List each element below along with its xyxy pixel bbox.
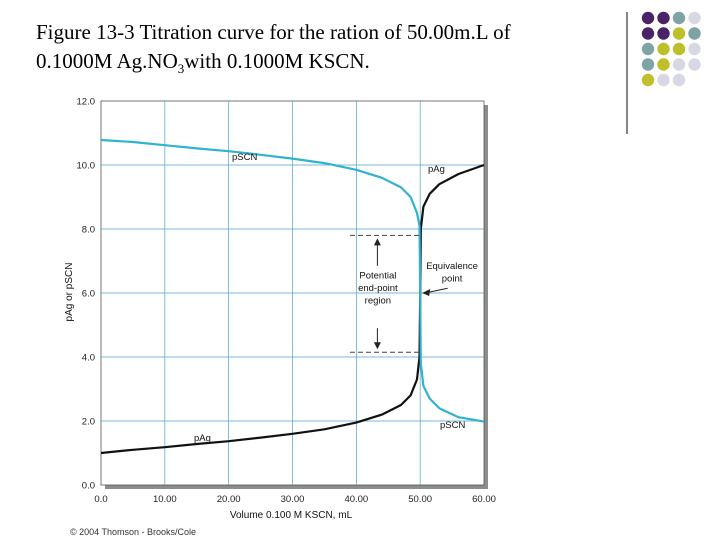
label-pag-bottom: pAg — [194, 433, 211, 444]
y-tick-label: 2.0 — [82, 417, 95, 428]
decorative-dot — [672, 42, 686, 56]
title-line-2-part-b: with 0.1000M KSCN. — [184, 49, 370, 73]
decorative-dot — [672, 11, 686, 25]
series-line-pscn — [100, 138, 485, 423]
decorative-dot — [657, 27, 670, 40]
x-axis-title: Volume 0.100 M KSCN, mL — [230, 510, 353, 521]
x-tick-label: 50.00 — [408, 494, 432, 505]
decorative-dot — [641, 27, 655, 40]
title-line-2-part-a: 0.1000M Ag.NO — [36, 49, 178, 73]
title-subscript: 3 — [177, 61, 185, 77]
x-tick-label: 30.00 — [281, 494, 305, 505]
decorative-dot — [672, 58, 686, 71]
decorative-dot — [641, 11, 655, 25]
decorative-dot — [688, 58, 701, 71]
x-tick-label: 20.00 — [217, 494, 241, 505]
endpoint-arrowhead-down — [373, 342, 381, 350]
y-axis-title: pAg or pSCN — [64, 263, 75, 322]
label-pscn-top: pSCN — [232, 152, 257, 163]
equivalence-point-label: point — [442, 274, 463, 285]
x-tick-label: 10.00 — [153, 494, 177, 505]
decorative-dot — [657, 11, 670, 25]
title-line-2: 0.1000M Ag.NO3with 0.1000M KSCN. — [36, 47, 606, 83]
decorative-dot — [688, 42, 701, 56]
y-tick-label: 6.0 — [82, 289, 95, 300]
decorative-dot — [688, 27, 701, 40]
copyright-notice: © 2004 Thomson - Brooks/Cole — [70, 527, 197, 537]
decorative-dot — [657, 42, 670, 56]
series-line-pag — [100, 163, 485, 455]
decorative-dot — [641, 73, 655, 87]
axis-ticks: 0.0 10.00 20.00 30.00 40.00 50.00 60.00 0.0 2.0 4… — [77, 97, 496, 506]
decorative-dot — [641, 42, 655, 56]
endpoint-arrowhead-up — [373, 238, 381, 246]
endpoint-region-label: region — [365, 296, 391, 307]
label-pag-top: pAg — [428, 164, 445, 175]
decorative-dot — [657, 58, 670, 71]
label-pscn-bottom: pSCN — [440, 420, 465, 431]
y-tick-label: 0.0 — [82, 481, 95, 492]
series-lines — [100, 138, 485, 455]
decorative-dot — [688, 11, 701, 25]
decorative-dot — [657, 73, 670, 87]
slide-title: Figure 13-3 Titration curve for the rati… — [36, 18, 606, 83]
y-tick-label: 12.0 — [77, 97, 96, 108]
decorative-dot — [672, 73, 686, 87]
decorative-dot — [672, 27, 686, 40]
endpoint-region-label: Potential — [359, 271, 396, 282]
equivalence-point-label: Equivalence — [426, 261, 478, 272]
y-tick-label: 4.0 — [82, 353, 95, 364]
y-tick-label: 10.0 — [77, 161, 96, 172]
decorative-dot — [641, 58, 655, 71]
x-tick-label: 60.00 — [472, 494, 496, 505]
y-tick-label: 8.0 — [82, 225, 95, 236]
x-tick-label: 40.00 — [344, 494, 368, 505]
x-tick-label: 0.0 — [94, 494, 107, 505]
equivalence-arrowhead — [422, 289, 431, 296]
decorative-dot-grid — [626, 11, 701, 134]
endpoint-region-label: end-point — [358, 283, 398, 294]
title-line-1: Figure 13-3 Titration curve for the rati… — [36, 20, 511, 44]
